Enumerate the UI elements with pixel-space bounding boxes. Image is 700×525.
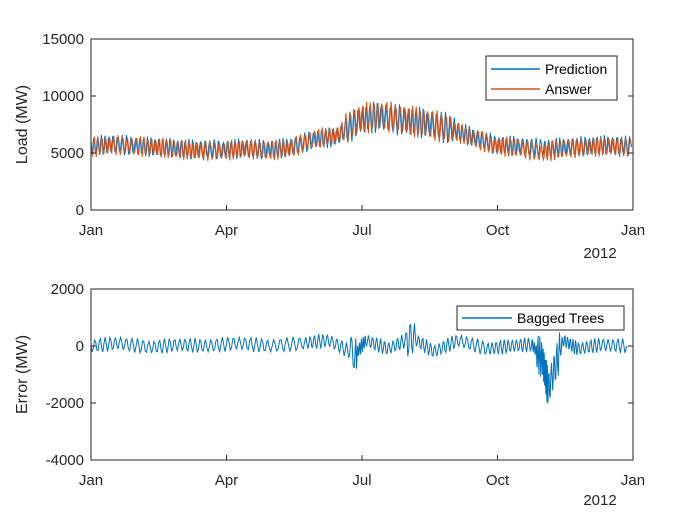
load-y-tick-label: 15000 bbox=[42, 31, 84, 48]
load-legend[interactable]: Prediction Answer bbox=[485, 55, 618, 101]
load-x-tick-label: Apr bbox=[215, 222, 238, 239]
error-y-axis-label: Error (MW) bbox=[14, 335, 31, 414]
load-y-tick-label: 5000 bbox=[51, 145, 84, 162]
error-y-tick-label: 0 bbox=[76, 338, 84, 355]
legend-answer-label: Answer bbox=[545, 81, 592, 97]
legend-prediction-label: Prediction bbox=[545, 61, 607, 77]
load-y-tick-label: 10000 bbox=[42, 88, 84, 105]
load-y-tick-label: 0 bbox=[76, 202, 84, 219]
error-chart: -4000 -2000 0 2000 Jan Apr Jul Oct Jan 2012 Err… bbox=[14, 281, 645, 509]
error-x-tick-label: Jan bbox=[621, 472, 645, 489]
load-y-axis-label: Load (MW) bbox=[14, 85, 31, 164]
load-x-tick-label: Jan bbox=[621, 222, 645, 239]
load-x-year-label: 2012 bbox=[583, 245, 616, 262]
load-series-group bbox=[90, 101, 632, 162]
error-legend[interactable]: Bagged Trees bbox=[456, 305, 625, 331]
load-series-line-answer bbox=[90, 101, 632, 162]
load-x-ticks: Jan Apr Jul Oct Jan bbox=[79, 205, 645, 239]
error-x-ticks: Jan Apr Jul Oct Jan bbox=[79, 455, 645, 489]
error-x-tick-label: Jul bbox=[352, 472, 371, 489]
load-x-tick-label: Jan bbox=[79, 222, 103, 239]
error-x-tick-label: Apr bbox=[215, 472, 238, 489]
load-x-tick-label: Oct bbox=[486, 222, 510, 239]
load-legend-box bbox=[485, 55, 618, 101]
error-x-year-label: 2012 bbox=[583, 492, 616, 509]
error-series-group bbox=[90, 323, 628, 404]
error-series-line-bagged-trees bbox=[90, 323, 628, 404]
legend-bagged-trees-label: Bagged Trees bbox=[517, 310, 604, 326]
load-chart: 0 5000 10000 15000 Jan Apr Jul Oct Jan 2012 Loa… bbox=[14, 31, 645, 262]
error-y-ticks: -4000 -2000 0 2000 bbox=[46, 281, 633, 469]
error-y-tick-label: 2000 bbox=[51, 281, 84, 298]
error-x-tick-label: Oct bbox=[486, 472, 510, 489]
error-x-tick-label: Jan bbox=[79, 472, 103, 489]
load-y-ticks: 0 5000 10000 15000 bbox=[42, 31, 633, 219]
error-y-tick-label: -2000 bbox=[46, 395, 84, 412]
load-x-tick-label: Jul bbox=[352, 222, 371, 239]
error-y-tick-label: -4000 bbox=[46, 452, 84, 469]
